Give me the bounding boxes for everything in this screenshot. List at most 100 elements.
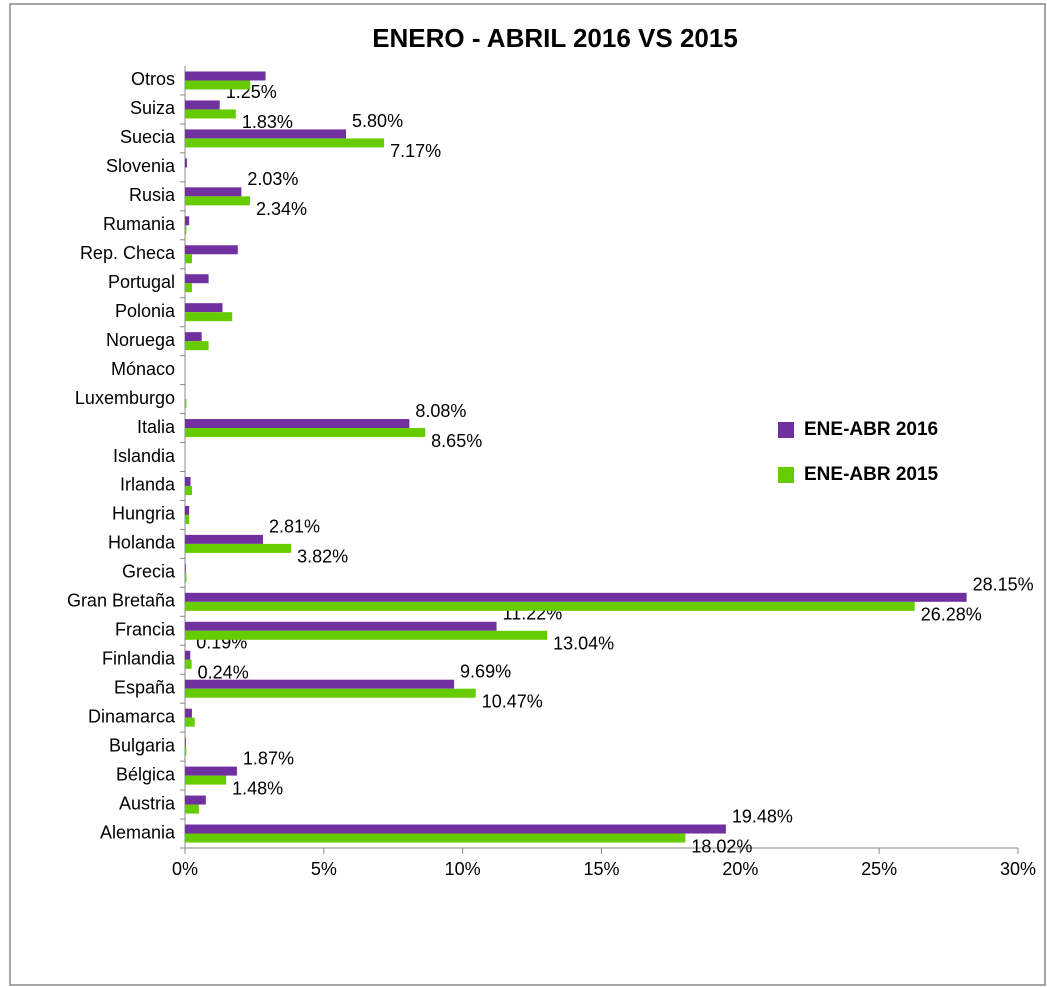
bar (185, 332, 202, 342)
bar (185, 485, 192, 495)
bar (185, 804, 199, 814)
bar (185, 708, 192, 718)
bar (185, 795, 206, 805)
bar (185, 630, 548, 640)
bar (185, 158, 187, 168)
y-tick-label: Suiza (130, 98, 176, 118)
y-tick-label: Luxemburgo (75, 388, 175, 408)
bar (185, 621, 497, 631)
bar (185, 476, 191, 486)
chart-title: ENERO - ABRIL 2016 VS 2015 (372, 23, 738, 53)
y-tick-label: España (114, 677, 176, 697)
bar (185, 225, 187, 235)
bar (185, 312, 233, 322)
data-label: 13.04% (553, 634, 614, 654)
data-label: 10.47% (482, 691, 543, 711)
bar (185, 717, 195, 727)
data-label: 2.81% (269, 517, 320, 537)
y-tick-label: Rep. Checa (80, 243, 176, 263)
data-label: 28.15% (973, 575, 1034, 595)
x-tick-label: 10% (445, 859, 481, 879)
data-label: 2.03% (247, 169, 298, 189)
y-tick-label: Dinamarca (88, 706, 176, 726)
data-label: 8.65% (431, 431, 482, 451)
data-label: 5.80% (352, 111, 403, 131)
y-tick-label: Finlandia (102, 648, 176, 668)
bar (185, 274, 209, 284)
bar (185, 592, 967, 602)
y-tick-label: Noruega (106, 330, 176, 350)
data-label: 19.48% (732, 806, 793, 826)
data-label: 1.48% (232, 778, 283, 798)
bar (185, 572, 187, 582)
y-tick-label: Rumania (103, 214, 176, 234)
bar (185, 737, 186, 747)
bar (185, 245, 238, 255)
y-tick-label: Portugal (108, 272, 175, 292)
bar (185, 514, 190, 524)
x-tick-label: 15% (583, 859, 619, 879)
bar (185, 196, 250, 206)
y-tick-label: Irlanda (120, 475, 176, 495)
bar (185, 775, 227, 785)
y-tick-label: Otros (131, 69, 175, 89)
bar (185, 428, 426, 438)
y-tick-label: Mónaco (111, 359, 175, 379)
bar (185, 216, 190, 226)
data-label: 7.17% (390, 141, 441, 161)
y-tick-label: Hungria (112, 504, 176, 524)
legend-label: ENE-ABR 2015 (804, 464, 939, 485)
bar (185, 254, 192, 264)
legend-label: ENE-ABR 2016 (804, 419, 938, 440)
y-tick-label: Grecia (122, 562, 176, 582)
x-tick-label: 30% (1000, 859, 1036, 879)
bar (185, 138, 385, 148)
y-tick-label: Slovenia (106, 156, 176, 176)
bar (185, 543, 292, 553)
bar (185, 505, 190, 515)
data-label: 18.02% (691, 836, 752, 856)
bar (185, 766, 237, 776)
data-label: 26.28% (921, 605, 982, 625)
data-label: 1.83% (242, 112, 293, 132)
bar (185, 650, 191, 660)
x-tick-label: 20% (722, 859, 758, 879)
y-tick-label: Islandia (113, 446, 176, 466)
bar (185, 303, 223, 313)
bar (185, 129, 347, 139)
x-tick-label: 0% (172, 859, 198, 879)
bar (185, 100, 220, 110)
data-label: 8.08% (415, 401, 466, 421)
bar (185, 563, 186, 573)
bar (185, 419, 410, 429)
bar (185, 601, 915, 611)
bar (185, 109, 236, 119)
y-tick-label: Holanda (108, 533, 176, 553)
data-label: 3.82% (297, 547, 348, 567)
bar (185, 833, 686, 843)
x-tick-label: 5% (311, 859, 337, 879)
bar (185, 80, 251, 90)
y-tick-label: Austria (119, 793, 176, 813)
legend-swatch (778, 422, 794, 438)
bar (185, 679, 455, 689)
y-tick-label: Alemania (100, 822, 176, 842)
bar (185, 187, 242, 197)
bar (185, 824, 726, 834)
y-tick-label: Bélgica (116, 764, 176, 784)
y-tick-label: Suecia (120, 127, 176, 147)
legend-swatch (778, 467, 794, 483)
x-tick-label: 25% (861, 859, 897, 879)
bar (185, 283, 192, 293)
bar (185, 746, 187, 756)
bar (185, 341, 209, 351)
bar (185, 71, 266, 81)
y-tick-label: Bulgaria (109, 735, 176, 755)
y-tick-label: Francia (115, 620, 176, 640)
y-tick-label: Gran Bretaña (67, 591, 176, 611)
data-label: 9.69% (460, 661, 511, 681)
bar (185, 399, 187, 409)
data-label: 0.24% (198, 662, 249, 682)
chart-frame (9, 3, 1046, 986)
